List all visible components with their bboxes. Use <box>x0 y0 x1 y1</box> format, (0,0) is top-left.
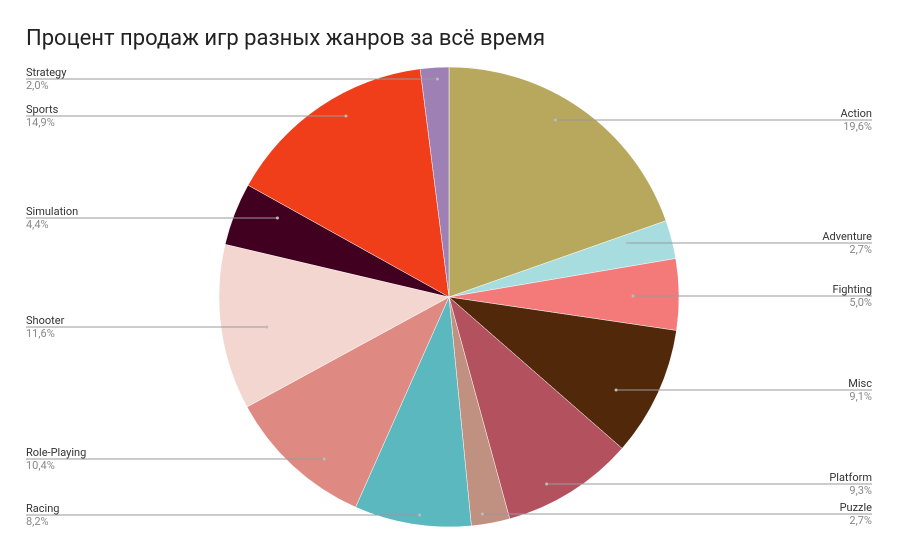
leader-dot <box>480 512 484 516</box>
leader-dot <box>553 118 557 122</box>
pie-slice <box>448 296 623 520</box>
slice-label: Simulation <box>26 205 78 218</box>
pie-slice <box>355 296 472 528</box>
slice-value: 14,9% <box>26 116 55 129</box>
slice-label: Sports <box>26 103 59 116</box>
pie-slice <box>247 68 450 298</box>
slice-value: 11,6% <box>26 327 55 340</box>
slice-label: Role-Playing <box>26 446 86 459</box>
slice-value: 2,7% <box>849 514 872 527</box>
pie-slice <box>419 66 450 298</box>
leader-dot <box>265 325 269 329</box>
leader-dot <box>614 388 618 392</box>
slice-label: Action <box>840 107 872 120</box>
slice-value: 19,6% <box>843 120 872 133</box>
slice-label: Shooter <box>26 314 65 327</box>
pie-slice <box>218 244 450 408</box>
slice-label: Puzzle <box>840 501 873 514</box>
slice-value: 10,4% <box>26 459 55 472</box>
leader-dot <box>322 457 326 461</box>
slice-value: 8,2% <box>26 515 49 528</box>
slice-label: Strategy <box>26 66 67 79</box>
slice-label: Adventure <box>822 230 872 243</box>
pie-slice <box>246 296 450 508</box>
pie-slice <box>448 296 677 449</box>
chart-title: Процент продаж игр разных жанров за всё … <box>26 26 545 51</box>
leader-dot <box>545 482 549 486</box>
slice-value: 9,3% <box>849 484 872 497</box>
leader-dot <box>631 294 635 298</box>
slice-value: 4,4% <box>26 218 49 231</box>
slice-value: 2,7% <box>849 243 872 256</box>
slice-value: 2,0% <box>26 79 49 92</box>
slice-value: 5,0% <box>849 296 872 309</box>
leader-dot <box>275 216 279 220</box>
leader-dot <box>344 114 348 118</box>
slice-value: 9,1% <box>849 390 872 403</box>
slice-label: Misc <box>848 377 872 390</box>
slice-label: Fighting <box>832 283 872 296</box>
leader-dot <box>435 77 439 81</box>
leader-dot <box>625 241 629 245</box>
slice-label: Platform <box>829 471 872 484</box>
slice-label: Racing <box>26 502 59 515</box>
leader-dot <box>418 513 422 517</box>
pie-slice <box>448 66 667 298</box>
